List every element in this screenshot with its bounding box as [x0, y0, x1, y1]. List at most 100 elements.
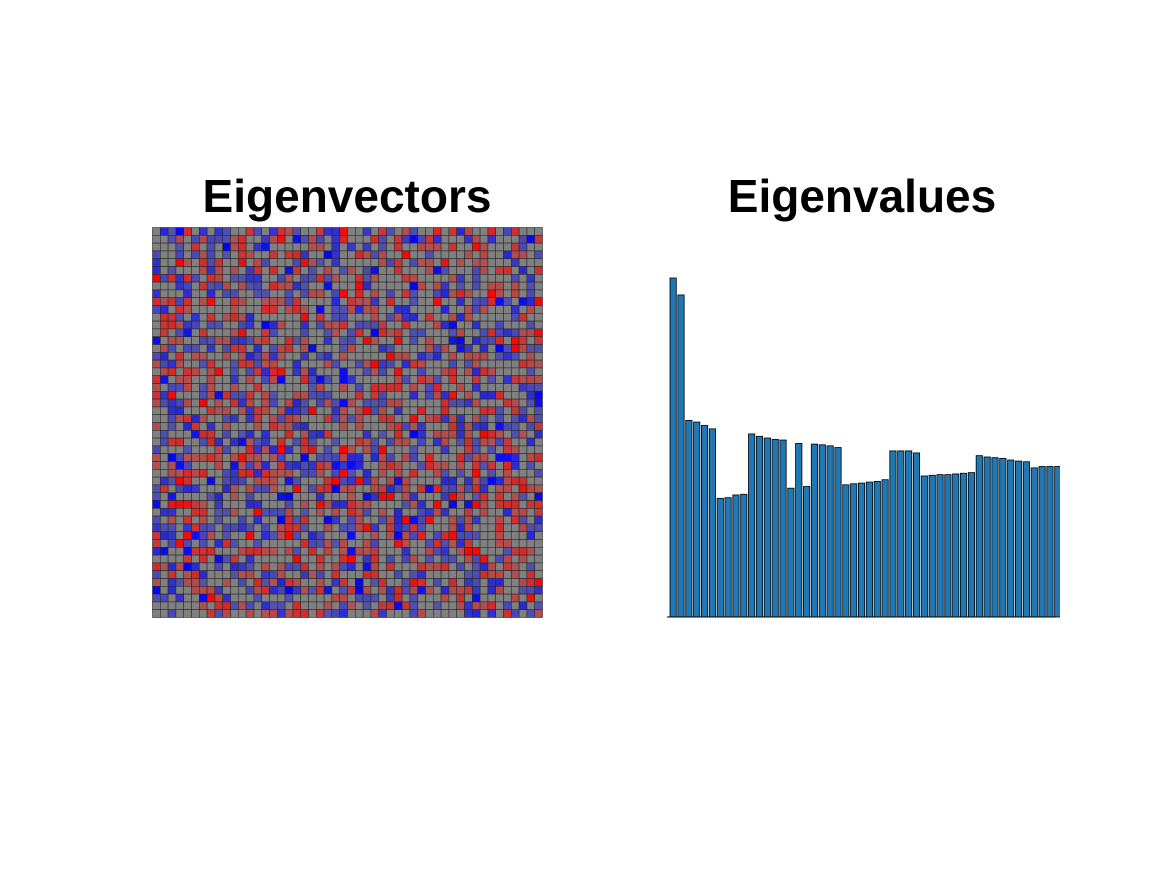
heatmap-cell [245, 570, 255, 579]
eigenvalue-bar [905, 450, 913, 618]
heatmap-cell [269, 359, 278, 369]
heatmap-cell [152, 359, 161, 369]
heatmap-cell [401, 320, 411, 330]
heatmap-cell [198, 515, 208, 525]
heatmap-cell [479, 383, 489, 392]
heatmap-cell [409, 352, 418, 361]
heatmap-cell [175, 344, 184, 353]
heatmap-cell [471, 469, 481, 478]
heatmap-cell [448, 585, 457, 595]
heatmap-cell [253, 414, 263, 423]
heatmap-cell [378, 484, 387, 493]
heatmap-cell [152, 507, 161, 517]
heatmap-cell [355, 539, 364, 548]
heatmap-cell [464, 273, 473, 283]
heatmap-cell [370, 391, 379, 400]
heatmap-cell [464, 235, 473, 244]
heatmap-cell [347, 492, 356, 501]
heatmap-cell [222, 422, 231, 431]
heatmap-cell [230, 391, 239, 400]
heatmap-cell [245, 453, 255, 462]
heatmap-cell [487, 515, 496, 525]
heatmap-cell [191, 250, 200, 259]
heatmap-cell [308, 352, 317, 361]
heatmap-cell [323, 398, 333, 408]
heatmap-cell [214, 320, 224, 330]
heatmap-cell [456, 430, 465, 439]
heatmap-cell [417, 601, 426, 610]
heatmap-cell [284, 352, 294, 361]
heatmap-cell [362, 289, 372, 299]
heatmap-cell [269, 235, 278, 244]
heatmap-cell [339, 266, 348, 275]
heatmap-cell [230, 578, 239, 587]
heatmap-cell [160, 484, 169, 493]
heatmap-cell [284, 445, 294, 454]
heatmap-cell [214, 242, 224, 252]
heatmap-cell [152, 515, 161, 525]
heatmap-cell [394, 585, 403, 595]
heatmap-cell [316, 328, 325, 338]
heatmap-cell [331, 406, 340, 415]
heatmap-cell [261, 531, 270, 540]
heatmap-cell [526, 406, 535, 415]
heatmap-cell [277, 492, 286, 501]
heatmap-cell [479, 562, 489, 571]
heatmap-cell [269, 336, 278, 345]
heatmap-cell [331, 601, 340, 610]
heatmap-cell [152, 554, 161, 564]
heatmap-cell [355, 515, 364, 525]
heatmap-cell [316, 297, 325, 306]
heatmap-cell [261, 328, 270, 338]
heatmap-cell [355, 453, 364, 462]
heatmap-cell [331, 414, 340, 423]
heatmap-cell [206, 344, 216, 353]
heatmap-cell [440, 367, 450, 376]
heatmap-cell [425, 461, 434, 470]
heatmap-cell [167, 578, 177, 587]
heatmap-cell [456, 266, 465, 275]
eigenvalue-bar [1054, 466, 1060, 618]
heatmap-cell [456, 585, 465, 595]
heatmap-cell [323, 266, 333, 275]
heatmap-cell [160, 562, 169, 571]
heatmap-cell [534, 273, 543, 283]
heatmap-cell [292, 484, 301, 493]
heatmap-cell [378, 507, 387, 517]
heatmap-cell [206, 266, 216, 275]
heatmap-cell [284, 609, 294, 618]
heatmap-cell [440, 336, 450, 345]
heatmap-cell [323, 383, 333, 392]
heatmap-cell [292, 461, 301, 470]
heatmap-cell [198, 266, 208, 275]
heatmap-cell [175, 305, 184, 314]
heatmap-cell [471, 609, 481, 618]
heatmap-cell [409, 250, 418, 259]
heatmap-cell [206, 281, 216, 291]
heatmap-cell [394, 320, 403, 330]
heatmap-cell [518, 227, 528, 236]
heatmap-cell [183, 554, 192, 564]
heatmap-cell [323, 469, 333, 478]
heatmap-cell [316, 570, 325, 579]
heatmap-cell [323, 344, 333, 353]
heatmap-cell [347, 523, 356, 532]
heatmap-cell [394, 461, 403, 470]
heatmap-cell [284, 546, 294, 556]
heatmap-cell [222, 445, 231, 454]
heatmap-cell [409, 445, 418, 454]
heatmap-cell [456, 562, 465, 571]
heatmap-cell [183, 562, 192, 571]
heatmap-cell [284, 375, 294, 384]
heatmap-cell [510, 500, 520, 509]
heatmap-cell [518, 359, 528, 369]
heatmap-cell [495, 297, 504, 306]
heatmap-cell [300, 609, 309, 618]
heatmap-cell [253, 281, 263, 291]
heatmap-cell [277, 242, 286, 252]
heatmap-cell [471, 391, 481, 400]
heatmap-cell [152, 235, 161, 244]
heatmap-cell [238, 422, 247, 431]
heatmap-cell [479, 523, 489, 532]
heatmap-cell [152, 562, 161, 571]
